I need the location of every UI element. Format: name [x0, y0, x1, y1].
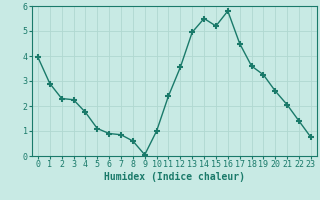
X-axis label: Humidex (Indice chaleur): Humidex (Indice chaleur)	[104, 172, 245, 182]
